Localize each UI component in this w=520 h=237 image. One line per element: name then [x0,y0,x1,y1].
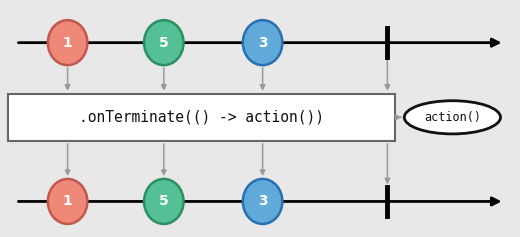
Ellipse shape [243,20,282,65]
Ellipse shape [144,20,184,65]
Text: 1: 1 [63,36,72,50]
Ellipse shape [48,179,87,224]
FancyBboxPatch shape [8,94,395,141]
Text: 1: 1 [63,194,72,209]
Text: action(): action() [424,111,481,124]
Ellipse shape [243,179,282,224]
Ellipse shape [48,20,87,65]
Ellipse shape [144,179,184,224]
Text: 5: 5 [159,36,168,50]
Text: 3: 3 [258,36,267,50]
Text: 5: 5 [159,194,168,209]
Ellipse shape [405,101,500,134]
Text: 3: 3 [258,194,267,209]
Text: .onTerminate(() -> action()): .onTerminate(() -> action()) [79,110,324,125]
